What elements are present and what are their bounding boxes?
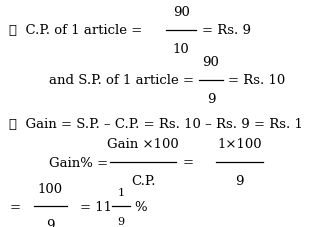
Text: ∴  C.P. of 1 article =: ∴ C.P. of 1 article =: [9, 24, 143, 37]
Text: C.P.: C.P.: [131, 174, 156, 187]
Text: 10: 10: [173, 42, 190, 55]
Text: 9: 9: [118, 216, 125, 226]
Text: = Rs. 9: = Rs. 9: [202, 24, 251, 37]
Text: 9: 9: [207, 92, 215, 105]
Text: 9: 9: [235, 174, 243, 187]
Text: 1×100: 1×100: [217, 138, 262, 151]
Text: 90: 90: [203, 56, 220, 69]
Text: ∴  Gain = S.P. – C.P. = Rs. 10 – Rs. 9 = Rs. 1: ∴ Gain = S.P. – C.P. = Rs. 10 – Rs. 9 = …: [9, 117, 303, 130]
Text: =: =: [183, 156, 194, 169]
Text: =: =: [9, 200, 20, 213]
Text: Gain% =: Gain% =: [49, 156, 108, 169]
Text: 90: 90: [173, 6, 190, 19]
Text: 1: 1: [118, 187, 125, 197]
Text: Gain ×100: Gain ×100: [107, 138, 179, 151]
Text: and S.P. of 1 article =: and S.P. of 1 article =: [49, 74, 194, 87]
Text: 100: 100: [38, 182, 63, 195]
Text: = 11: = 11: [80, 200, 112, 213]
Text: = Rs. 10: = Rs. 10: [228, 74, 286, 87]
Text: %: %: [134, 200, 146, 213]
Text: 9: 9: [46, 218, 54, 227]
